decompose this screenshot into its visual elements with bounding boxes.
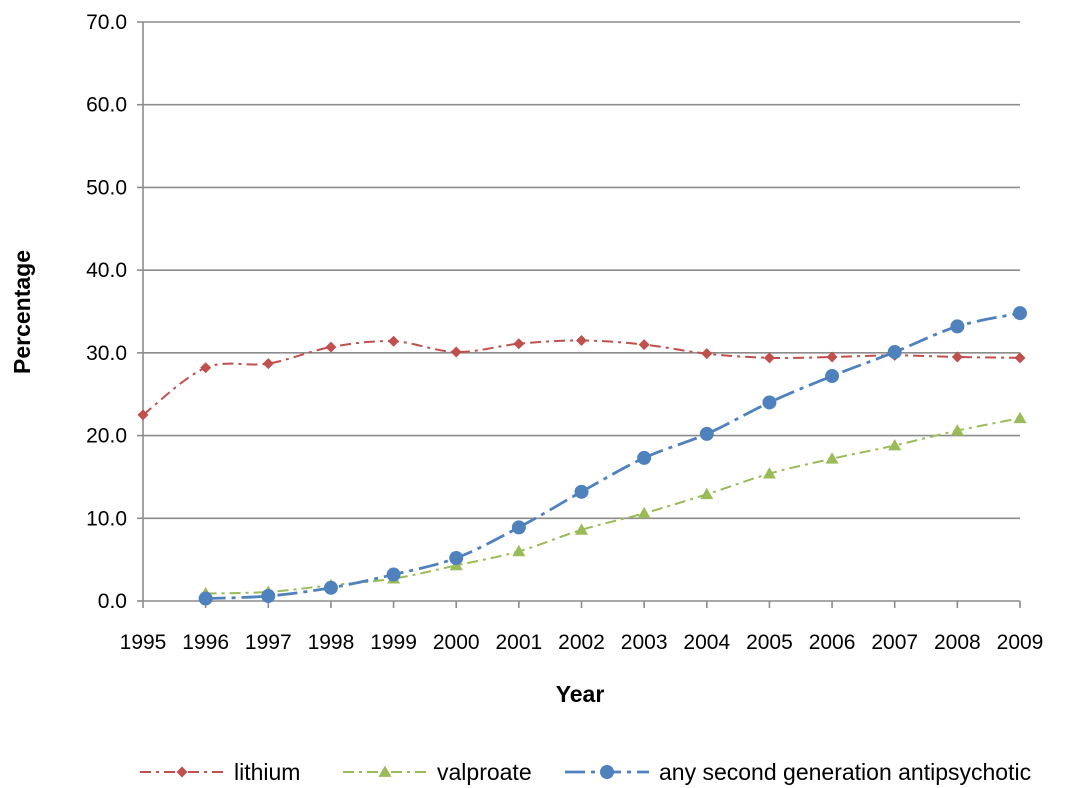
data-point [386,567,401,582]
legend-marker [378,765,392,777]
data-point [699,426,714,441]
x-tick-label: 2006 [809,631,856,654]
data-point [323,580,338,595]
data-point [449,550,464,565]
data-point [950,424,964,436]
data-point [762,395,777,410]
legend-label: valproate [437,759,532,785]
x-tick-label: 2000 [433,631,480,654]
data-point [637,506,651,519]
y-tick-label: 70.0 [86,11,127,34]
legend-label: lithium [234,759,300,785]
legend-label: any second generation antipsychotic [659,759,1031,785]
y-tick-label: 10.0 [86,507,127,530]
y-axis-title: Percentage [9,250,35,374]
data-point [388,335,400,347]
y-tick-label: 60.0 [86,94,127,117]
x-tick-label: 1997 [245,631,292,654]
legend-marker [600,765,614,779]
x-tick-label: 2001 [495,631,542,654]
y-tick-label: 30.0 [86,342,127,365]
x-tick-label: 1999 [370,631,417,654]
data-point [1013,306,1027,321]
y-tick-label: 0.0 [98,590,127,613]
x-tick-label: 1996 [182,631,229,654]
data-point [763,352,775,364]
x-tick-label: 1998 [308,631,355,654]
data-point [637,450,652,465]
y-tick-label: 40.0 [86,259,127,282]
data-point [951,351,963,363]
data-point [262,358,274,370]
data-point [325,341,337,353]
legend-item: valproate [343,759,532,785]
data-point [1013,411,1027,424]
data-point [638,339,650,351]
gridlines [143,21,1020,520]
data-point [888,438,902,451]
x-tick-label: 2003 [621,631,668,654]
series-0 [137,334,1026,421]
x-tick-label: 2007 [871,631,918,654]
x-tick-label: 2008 [934,631,981,654]
data-point [825,369,840,384]
data-point [574,484,589,499]
series-line [142,339,1021,416]
data-point [700,487,714,500]
data-point [450,346,462,358]
data-point [198,591,213,606]
data-point [513,338,525,350]
data-point [762,467,776,479]
data-point [576,334,587,346]
x-tick-label: 2009 [997,631,1044,654]
data-point [825,452,839,464]
series-group [137,306,1027,606]
series-2 [198,306,1027,606]
legend-marker [176,766,188,778]
data-point [887,345,902,360]
data-point [575,523,588,535]
data-point [200,362,212,374]
x-tick-label: 2004 [683,631,730,654]
data-point [261,589,276,604]
x-tick-label: 2005 [746,631,793,654]
y-tick-label: 50.0 [86,176,127,199]
data-point [826,351,838,363]
data-point [511,520,526,535]
legend-item: any second generation antipsychotic [565,759,1031,785]
data-point [950,319,965,334]
data-point [137,409,149,421]
axes [137,21,1021,608]
data-point [1014,352,1026,364]
tick-labels: 0.0 10.0 20.0 30.0 40.0 50.0 60.0 70.0 1995 1996 1… [86,11,1043,654]
x-tick-label: 2002 [558,631,605,654]
series-1 [199,411,1027,599]
x-axis-title: Year [556,681,605,707]
data-point [512,544,526,557]
y-tick-label: 20.0 [86,425,127,448]
series-line [205,417,1021,595]
legend-item: lithium [140,759,300,785]
legend: lithium valproate any second generation an… [140,759,1031,785]
x-tick-label: 1995 [120,631,167,654]
data-point [701,348,713,360]
